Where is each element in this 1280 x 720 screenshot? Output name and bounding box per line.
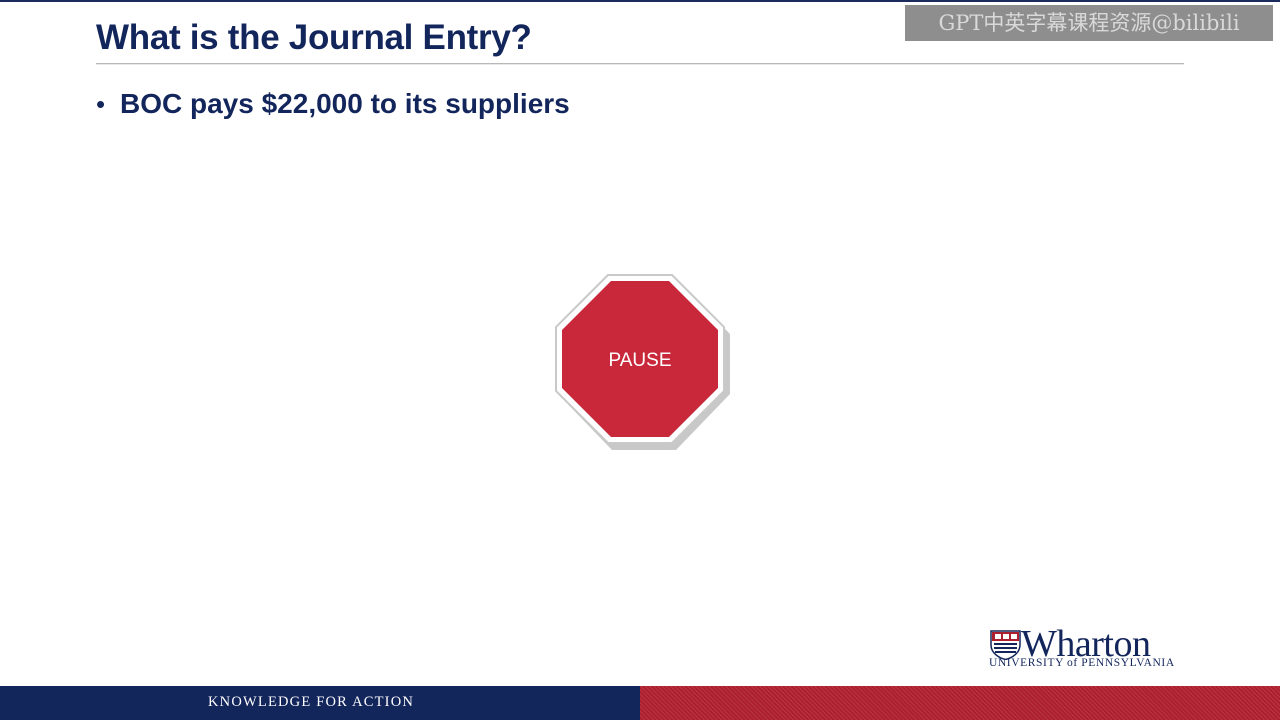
title-divider (96, 63, 1184, 65)
bullet-marker: • (96, 89, 106, 119)
logo-subtitle: UNIVERSITY of PENNSYLVANIA (989, 657, 1175, 669)
penn-shield-icon (990, 630, 1021, 660)
top-border (0, 0, 1280, 2)
watermark: GPT中英字幕课程资源@bilibili (905, 5, 1273, 41)
wharton-logo: Wharton UNIVERSITY of PENNSYLVANIA (987, 623, 1197, 674)
stop-sign-label: PAUSE (608, 350, 671, 371)
slide-title: What is the Journal Entry? (96, 18, 532, 57)
bullet-text: BOC pays $22,000 to its suppliers (120, 88, 570, 119)
bullet-item: • BOC pays $22,000 to its suppliers (96, 88, 570, 120)
footer-bar-red (640, 686, 1280, 720)
logo-wordmark: Wharton (1021, 623, 1151, 665)
footer-tagline: KNOWLEDGE FOR ACTION (208, 694, 415, 710)
stop-sign-icon: PAUSE (552, 272, 732, 452)
footer-bar-navy: KNOWLEDGE FOR ACTION (0, 686, 640, 720)
